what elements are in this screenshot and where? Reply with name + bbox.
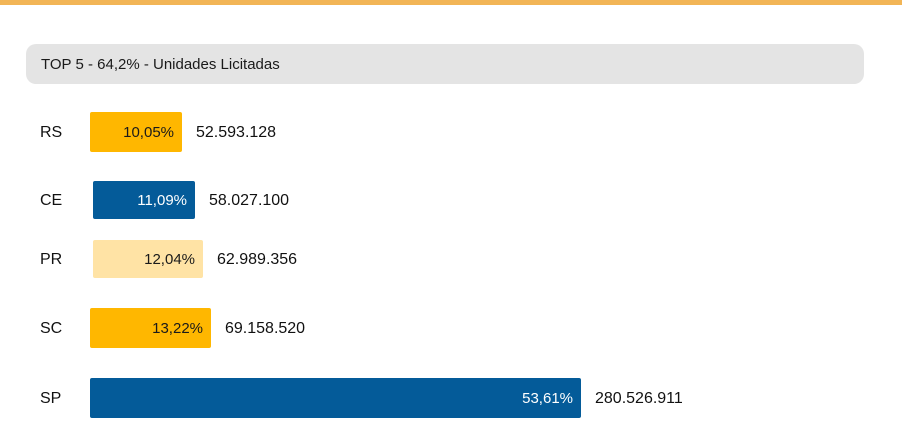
category-label: SC: [40, 320, 62, 337]
value-label: 69.158.520: [225, 320, 305, 337]
percent-label: 10,05%: [123, 124, 174, 141]
bar-sc: [90, 308, 211, 348]
category-label: PR: [40, 251, 62, 268]
top-accent-rule: [0, 0, 902, 5]
value-label: 52.593.128: [196, 124, 276, 141]
bar-pr: [93, 240, 203, 278]
percent-label: 11,09%: [137, 192, 187, 209]
bar-rs: [90, 112, 182, 152]
percent-label: 53,61%: [522, 390, 573, 407]
bar-sp: [90, 378, 581, 418]
category-label: RS: [40, 124, 62, 141]
chart-title: TOP 5 - 64,2% - Unidades Licitadas: [41, 55, 280, 73]
percent-label: 12,04%: [144, 251, 195, 268]
chart-header: TOP 5 - 64,2% - Unidades Licitadas: [26, 44, 864, 84]
percent-label: 13,22%: [152, 320, 203, 337]
category-label: CE: [40, 192, 62, 209]
bar-ce: [93, 181, 195, 219]
value-label: 58.027.100: [209, 192, 289, 209]
category-label: SP: [40, 390, 61, 407]
value-label: 280.526.911: [595, 390, 683, 407]
value-label: 62.989.356: [217, 251, 297, 268]
